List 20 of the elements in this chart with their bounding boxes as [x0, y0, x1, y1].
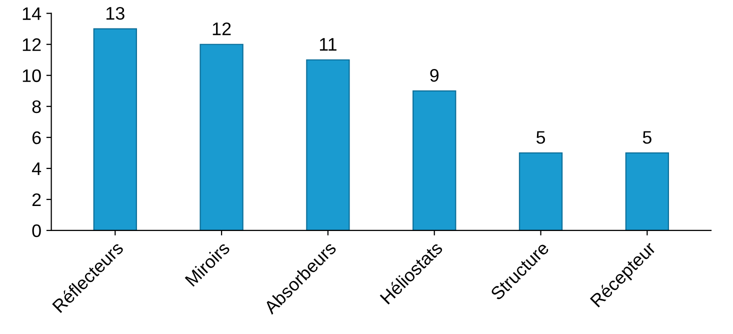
y-tick-label: 6 [32, 131, 41, 144]
data-label: 5 [642, 131, 652, 144]
y-tick-label: 2 [32, 193, 41, 206]
bar [306, 59, 350, 230]
data-label: 9 [430, 68, 439, 82]
bar [200, 44, 244, 230]
data-label: 5 [536, 131, 546, 144]
y-tick-label: 14 [22, 7, 42, 20]
bar [625, 152, 670, 230]
data-label: 12 [212, 22, 231, 36]
y-tick-label: 0 [32, 224, 41, 238]
bar [93, 28, 137, 230]
y-tick-label: 12 [22, 38, 41, 51]
y-tick-label: 10 [22, 69, 41, 82]
y-tick-label: 4 [32, 162, 42, 175]
y-tick-label: 8 [32, 100, 41, 114]
data-label: 13 [106, 6, 124, 20]
bar [412, 90, 456, 230]
bar [518, 152, 563, 230]
data-label: 11 [320, 38, 336, 51]
